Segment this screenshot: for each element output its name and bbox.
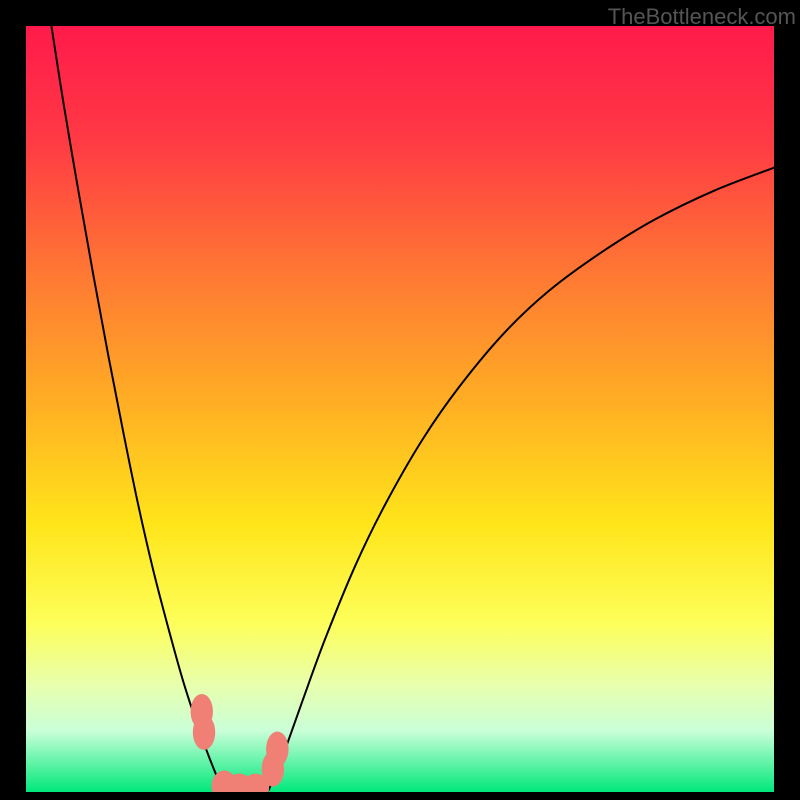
plot-svg xyxy=(26,26,774,792)
frame-border-bottom xyxy=(0,792,800,800)
plot-area xyxy=(26,26,774,792)
marker-1 xyxy=(193,715,215,750)
frame-border-left xyxy=(0,0,26,800)
chart-stage: TheBottleneck.com xyxy=(0,0,800,800)
marker-6 xyxy=(266,731,288,766)
gradient-background xyxy=(26,26,774,792)
frame-border-right xyxy=(774,0,800,800)
watermark: TheBottleneck.com xyxy=(608,4,796,30)
